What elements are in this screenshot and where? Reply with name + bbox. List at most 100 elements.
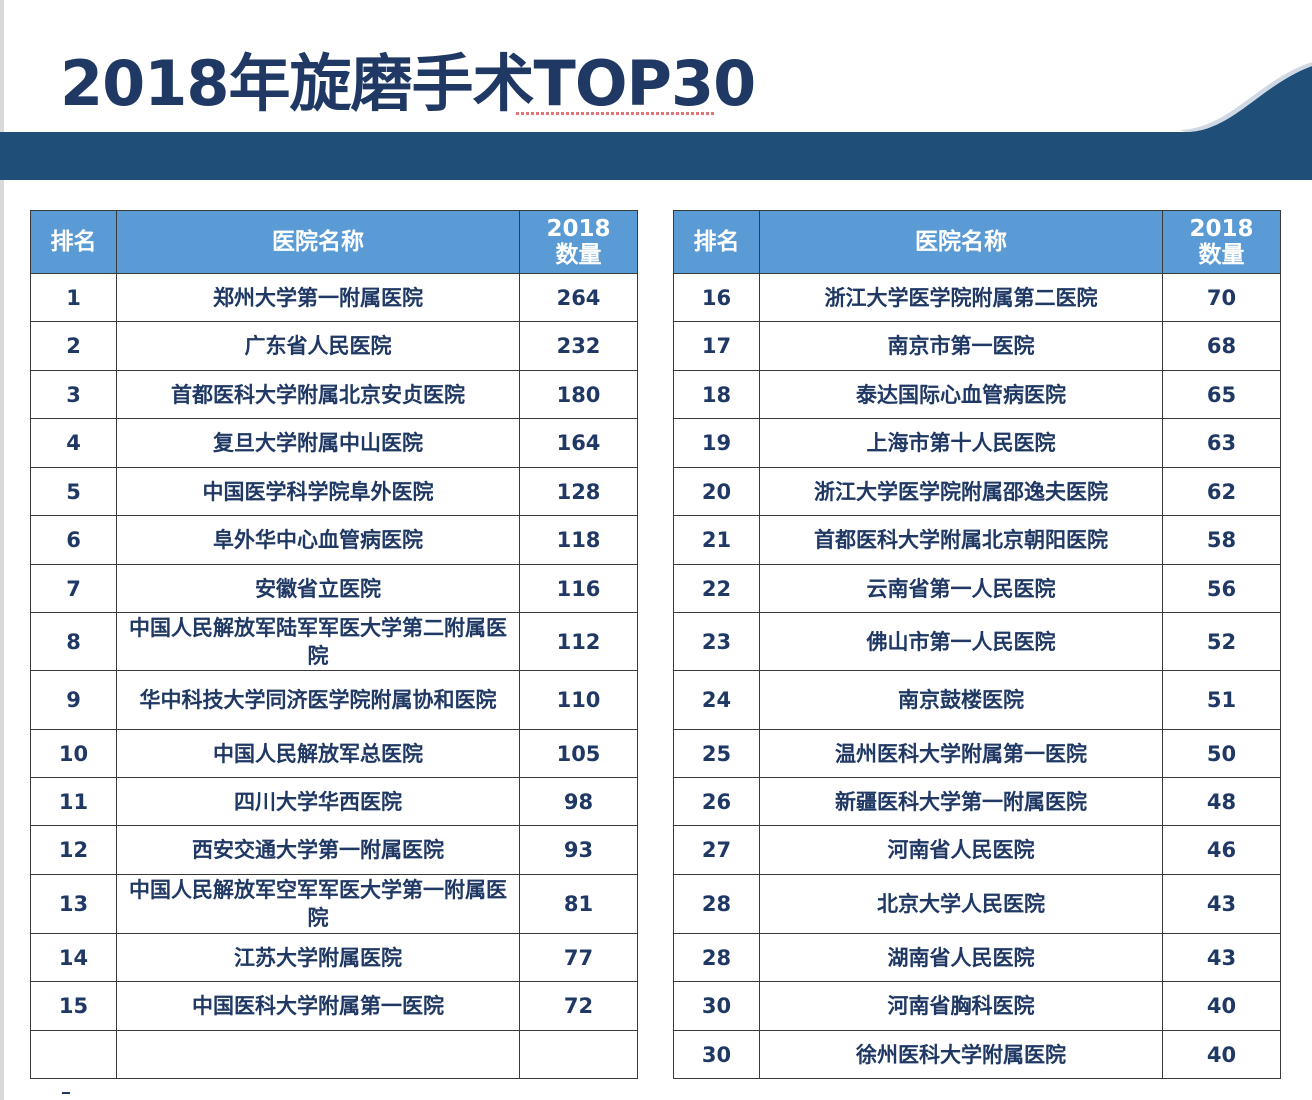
hospital-cell: 浙江大学医学院附属邵逸夫医院 [759,467,1163,516]
rank-cell: 22 [673,564,760,613]
count-header-year: 2018 [546,216,611,242]
count-cell: 77 [519,933,638,982]
hospital-cell: 中国医学科学院阜外医院 [116,467,520,516]
header-banner [0,62,1312,180]
count-cell: 40 [1162,981,1281,1031]
count-cell: 128 [519,467,638,516]
count-cell: 164 [519,418,638,468]
table-row: 22 云南省第一人民医院 56 [673,564,1281,613]
table-row: 27 河南省人民医院 46 [673,825,1281,875]
rank-cell: 13 [30,874,117,934]
rank-header: 排名 [30,210,117,274]
table-row: 9 华中科技大学同济医学院附属协和医院 110 [30,670,638,730]
footer-mark [62,1092,70,1094]
count-cell: 93 [519,825,638,875]
count-cell: 72 [519,981,638,1031]
table-row: 23 佛山市第一人民医院 52 [673,612,1281,671]
rank-cell [30,1030,117,1079]
count-cell: 48 [1162,777,1281,826]
count-cell: 62 [1162,467,1281,516]
rank-cell: 19 [673,418,760,468]
rank-cell: 24 [673,670,760,730]
rank-cell: 8 [30,612,117,671]
table-row: 3 首都医科大学附属北京安贞医院 180 [30,370,638,419]
hospital-cell: 江苏大学附属医院 [116,933,520,982]
hospital-cell: 南京市第一医院 [759,321,1163,371]
hospital-cell: 广东省人民医院 [116,321,520,371]
count-cell: 56 [1162,564,1281,613]
rank-cell: 30 [673,1030,760,1079]
count-cell: 40 [1162,1030,1281,1079]
hospital-cell: 温州医科大学附属第一医院 [759,729,1163,778]
count-cell: 98 [519,777,638,826]
rank-cell: 23 [673,612,760,671]
table-row: 16 浙江大学医学院附属第二医院 70 [673,273,1281,322]
spellcheck-underline [516,112,716,115]
count-cell: 68 [1162,321,1281,371]
table-header-row: 排名 医院名称 2018 数量 [30,210,638,274]
count-cell: 105 [519,729,638,778]
table-row [30,1030,638,1079]
rank-cell: 14 [30,933,117,982]
table-row: 24 南京鼓楼医院 51 [673,670,1281,730]
count-header: 2018 数量 [1162,210,1281,274]
table-row: 5 中国医学科学院阜外医院 128 [30,467,638,516]
hospital-cell: 南京鼓楼医院 [759,670,1163,730]
rank-cell: 28 [673,874,760,934]
rank-cell: 25 [673,729,760,778]
count-cell: 46 [1162,825,1281,875]
count-header-year: 2018 [1189,216,1254,242]
table-row: 21 首都医科大学附属北京朝阳医院 58 [673,515,1281,565]
hospital-cell [116,1030,520,1079]
hospital-cell: 中国人民解放军总医院 [116,729,520,778]
page-title: 2018年旋磨手术TOP30 [60,47,756,120]
hospital-cell: 上海市第十人民医院 [759,418,1163,468]
table-row: 10 中国人民解放军总医院 105 [30,729,638,778]
count-cell: 51 [1162,670,1281,730]
table-row: 18 泰达国际心血管病医院 65 [673,370,1281,419]
rank-cell: 21 [673,515,760,565]
rank-cell: 28 [673,933,760,982]
count-cell: 264 [519,273,638,322]
rank-cell: 6 [30,515,117,565]
count-cell: 70 [1162,273,1281,322]
ranking-table-right: 排名 医院名称 2018 数量 16 浙江大学医学院附属第二医院 70 17 南京市第一医… [673,210,1281,1079]
count-cell: 180 [519,370,638,419]
hospital-cell: 西安交通大学第一附属医院 [116,825,520,875]
hospital-cell: 四川大学华西医院 [116,777,520,826]
hospital-cell: 复旦大学附属中山医院 [116,418,520,468]
left-edge-line [0,0,4,1100]
hospital-cell: 佛山市第一人民医院 [759,612,1163,671]
rank-cell: 27 [673,825,760,875]
rank-cell: 11 [30,777,117,826]
table-row: 30 河南省胸科医院 40 [673,981,1281,1031]
table-row: 25 温州医科大学附属第一医院 50 [673,729,1281,778]
table-row: 26 新疆医科大学第一附属医院 48 [673,777,1281,826]
hospital-cell: 中国医科大学附属第一医院 [116,981,520,1031]
count-header: 2018 数量 [519,210,638,274]
count-cell: 232 [519,321,638,371]
count-cell: 43 [1162,933,1281,982]
count-cell: 112 [519,612,638,671]
hospital-cell: 阜外华中心血管病医院 [116,515,520,565]
table-row: 12 西安交通大学第一附属医院 93 [30,825,638,875]
table-row: 30 徐州医科大学附属医院 40 [673,1030,1281,1079]
hospital-cell: 湖南省人民医院 [759,933,1163,982]
count-cell: 110 [519,670,638,730]
count-cell: 63 [1162,418,1281,468]
rank-cell: 4 [30,418,117,468]
hospital-cell: 泰达国际心血管病医院 [759,370,1163,419]
table-row: 20 浙江大学医学院附属邵逸夫医院 62 [673,467,1281,516]
table-row: 2 广东省人民医院 232 [30,321,638,371]
hospital-cell: 安徽省立医院 [116,564,520,613]
count-cell: 116 [519,564,638,613]
count-cell: 43 [1162,874,1281,934]
rank-cell: 26 [673,777,760,826]
count-cell: 118 [519,515,638,565]
table-row: 28 湖南省人民医院 43 [673,933,1281,982]
hospital-cell: 浙江大学医学院附属第二医院 [759,273,1163,322]
count-cell [519,1030,638,1079]
table-row: 15 中国医科大学附属第一医院 72 [30,981,638,1031]
table-row: 13 中国人民解放军空军军医大学第一附属医院 81 [30,874,638,934]
rank-cell: 16 [673,273,760,322]
